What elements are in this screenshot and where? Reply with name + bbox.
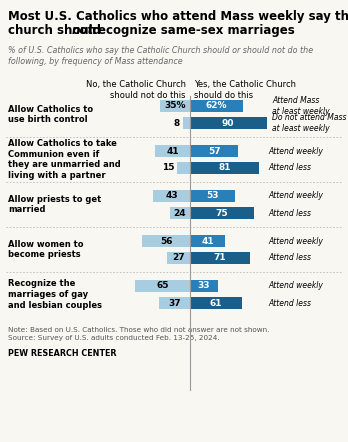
Text: Attend weekly: Attend weekly xyxy=(268,282,323,290)
Text: Yes, the Catholic Church
should do this: Yes, the Catholic Church should do this xyxy=(194,80,296,100)
Text: PEW RESEARCH CENTER: PEW RESEARCH CENTER xyxy=(8,349,117,358)
Text: 15: 15 xyxy=(162,164,174,172)
Text: Do not attend Mass
at least weekly: Do not attend Mass at least weekly xyxy=(272,113,347,133)
Text: not: not xyxy=(72,24,94,37)
Text: Attend Mass
at least weekly: Attend Mass at least weekly xyxy=(272,96,330,116)
Text: 75: 75 xyxy=(215,209,228,217)
Bar xyxy=(190,235,225,247)
Text: Attend less: Attend less xyxy=(268,164,311,172)
Text: Attend weekly: Attend weekly xyxy=(268,191,323,201)
Bar xyxy=(160,100,190,112)
Text: 8: 8 xyxy=(174,118,180,127)
Text: church should: church should xyxy=(8,24,105,37)
Bar xyxy=(190,145,238,157)
Text: Attend less: Attend less xyxy=(268,254,311,263)
Bar xyxy=(135,280,190,292)
Bar xyxy=(155,145,190,157)
Bar xyxy=(142,235,190,247)
Bar xyxy=(190,297,242,309)
Text: 90: 90 xyxy=(222,118,235,127)
Text: 41: 41 xyxy=(166,146,179,156)
Text: Allow women to
become priests: Allow women to become priests xyxy=(8,240,84,259)
Text: 57: 57 xyxy=(208,146,221,156)
Text: Allow Catholics to
use birth control: Allow Catholics to use birth control xyxy=(8,105,93,124)
Bar xyxy=(190,190,235,202)
Text: 43: 43 xyxy=(165,191,178,201)
Text: Allow Catholics to take
Communion even if
they are unmarried and
living with a p: Allow Catholics to take Communion even i… xyxy=(8,139,121,180)
Bar xyxy=(190,100,243,112)
Text: Attend weekly: Attend weekly xyxy=(268,236,323,245)
Text: Most U.S. Catholics who attend Mass weekly say the: Most U.S. Catholics who attend Mass week… xyxy=(8,10,348,23)
Text: Recognize the
marriages of gay
and lesbian couples: Recognize the marriages of gay and lesbi… xyxy=(8,279,102,310)
Text: 71: 71 xyxy=(214,254,227,263)
Text: Note: Based on U.S. Catholics. Those who did not answer are not shown.
Source: S: Note: Based on U.S. Catholics. Those who… xyxy=(8,327,269,341)
Bar xyxy=(169,207,190,219)
Text: 56: 56 xyxy=(160,236,173,245)
Text: 61: 61 xyxy=(210,298,222,308)
Text: 33: 33 xyxy=(198,282,210,290)
Bar xyxy=(190,280,218,292)
Text: 53: 53 xyxy=(206,191,219,201)
Text: % of U.S. Catholics who say the Catholic Church should or should not do the
foll: % of U.S. Catholics who say the Catholic… xyxy=(8,46,313,66)
Bar xyxy=(190,162,259,174)
Text: 65: 65 xyxy=(156,282,169,290)
Bar xyxy=(153,190,190,202)
Text: 81: 81 xyxy=(218,164,231,172)
Text: 37: 37 xyxy=(168,298,181,308)
Bar xyxy=(190,252,250,264)
Bar xyxy=(190,207,254,219)
Text: Attend weekly: Attend weekly xyxy=(268,146,323,156)
Bar xyxy=(177,162,190,174)
Text: 27: 27 xyxy=(172,254,185,263)
Text: Attend less: Attend less xyxy=(268,298,311,308)
Bar xyxy=(167,252,190,264)
Bar xyxy=(183,117,190,129)
Text: 35%: 35% xyxy=(164,102,186,110)
Text: Attend less: Attend less xyxy=(268,209,311,217)
Text: Allow priests to get
married: Allow priests to get married xyxy=(8,194,101,214)
Bar xyxy=(159,297,190,309)
Bar xyxy=(190,117,267,129)
Text: No, the Catholic Church
should not do this: No, the Catholic Church should not do th… xyxy=(86,80,186,100)
Text: 62%: 62% xyxy=(206,102,227,110)
Text: recognize same-sex marriages: recognize same-sex marriages xyxy=(88,24,295,37)
Text: 41: 41 xyxy=(201,236,214,245)
Text: 24: 24 xyxy=(174,209,186,217)
